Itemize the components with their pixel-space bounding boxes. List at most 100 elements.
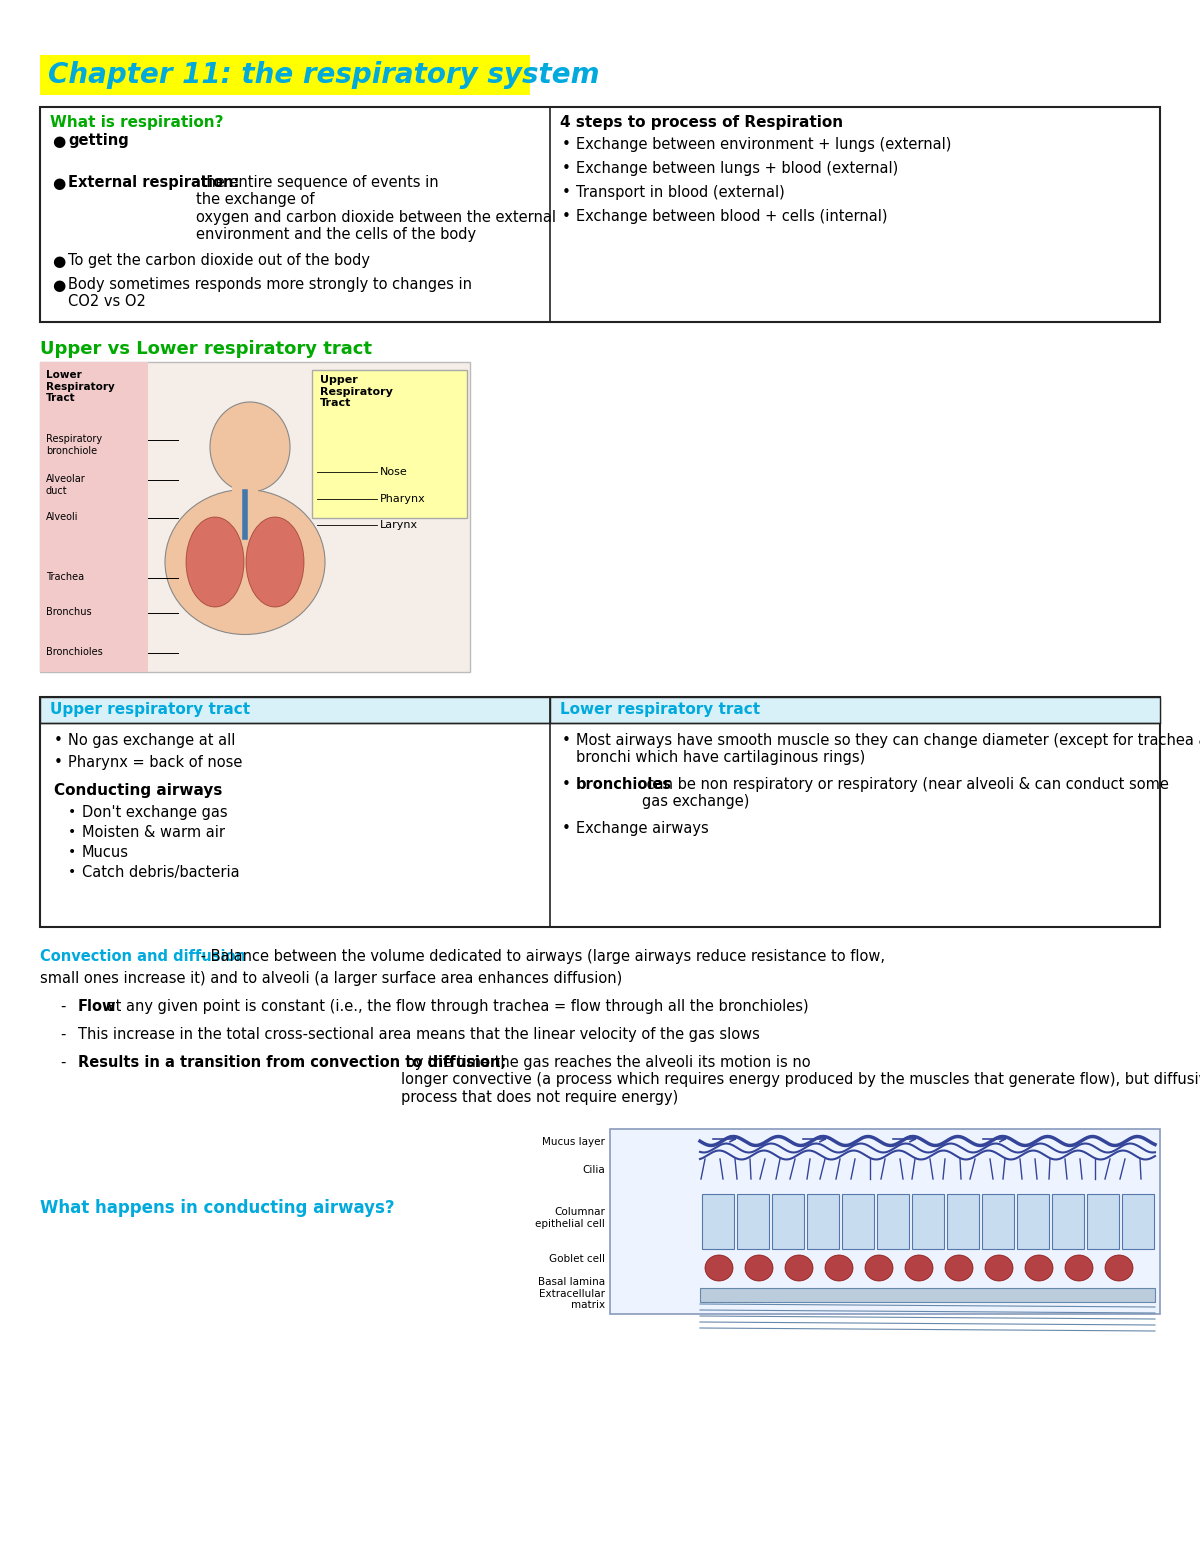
- Text: Convection and diffusion: Convection and diffusion: [40, 949, 246, 964]
- Text: •: •: [68, 804, 77, 818]
- Bar: [700, 1287, 1154, 1301]
- Bar: [40, 362, 148, 672]
- Text: •: •: [562, 185, 570, 200]
- Bar: [610, 1129, 1160, 1314]
- Text: Exchange between lungs + blood (external): Exchange between lungs + blood (external…: [576, 162, 898, 175]
- Text: Body sometimes responds more strongly to changes in
CO2 vs O2: Body sometimes responds more strongly to…: [68, 276, 472, 309]
- Text: Exchange between environment + lungs (external): Exchange between environment + lungs (ex…: [576, 137, 950, 152]
- Text: small ones increase it) and to alveoli (a larger surface area enhances diffusion: small ones increase it) and to alveoli (…: [40, 971, 623, 986]
- Ellipse shape: [186, 517, 244, 607]
- Text: •: •: [68, 865, 77, 879]
- Text: -: -: [60, 999, 65, 1014]
- Text: Results in a transition from convection to diffusion;: Results in a transition from convection …: [78, 1054, 506, 1070]
- Text: getting: getting: [68, 134, 128, 148]
- Text: •: •: [54, 755, 62, 770]
- Bar: [40, 54, 530, 95]
- Text: External respiration:: External respiration:: [68, 175, 239, 189]
- Text: Moisten & warm air: Moisten & warm air: [82, 825, 226, 840]
- Bar: [40, 697, 1160, 927]
- Bar: [912, 1194, 944, 1249]
- Ellipse shape: [745, 1255, 773, 1281]
- Bar: [808, 1194, 839, 1249]
- Text: Pharynx: Pharynx: [380, 494, 426, 505]
- Text: bronchioles: bronchioles: [576, 776, 672, 792]
- Text: Basal lamina
Extracellular
matrix: Basal lamina Extracellular matrix: [538, 1277, 605, 1311]
- Text: •: •: [68, 825, 77, 839]
- Text: Nose: Nose: [380, 467, 408, 477]
- Text: Upper respiratory tract: Upper respiratory tract: [50, 702, 250, 717]
- Bar: [982, 1194, 1014, 1249]
- Ellipse shape: [1066, 1255, 1093, 1281]
- Text: Respiratory
bronchiole: Respiratory bronchiole: [46, 433, 102, 455]
- Text: This increase in the total cross-sectional area means that the linear velocity o: This increase in the total cross-section…: [78, 1027, 760, 1042]
- Bar: [1052, 1194, 1084, 1249]
- Text: •: •: [562, 733, 570, 749]
- Bar: [702, 1194, 734, 1249]
- Text: Columnar
epithelial cell: Columnar epithelial cell: [535, 1207, 605, 1228]
- Text: Trachea: Trachea: [46, 572, 84, 582]
- Text: 4 steps to process of Respiration: 4 steps to process of Respiration: [559, 115, 842, 130]
- Ellipse shape: [905, 1255, 934, 1281]
- Text: Chapter 11: the respiratory system: Chapter 11: the respiratory system: [48, 61, 600, 89]
- Text: Catch debris/bacteria: Catch debris/bacteria: [82, 865, 240, 881]
- Bar: [772, 1194, 804, 1249]
- Ellipse shape: [785, 1255, 814, 1281]
- Bar: [1087, 1194, 1120, 1249]
- Text: Conducting airways: Conducting airways: [54, 783, 222, 798]
- Ellipse shape: [985, 1255, 1013, 1281]
- Bar: [947, 1194, 979, 1249]
- Text: by the time the gas reaches the alveoli its motion is no
longer convective (a pr: by the time the gas reaches the alveoli …: [401, 1054, 1200, 1104]
- Text: Alveolar
duct: Alveolar duct: [46, 474, 85, 495]
- Text: •: •: [562, 776, 570, 792]
- Ellipse shape: [706, 1255, 733, 1281]
- Bar: [40, 362, 470, 672]
- Text: •: •: [562, 822, 570, 836]
- Text: Most airways have smooth muscle so they can change diameter (except for trachea : Most airways have smooth muscle so they …: [576, 733, 1200, 766]
- Text: Mucus layer: Mucus layer: [542, 1137, 605, 1148]
- Ellipse shape: [946, 1255, 973, 1281]
- Bar: [550, 697, 1160, 724]
- Text: Mucus: Mucus: [82, 845, 130, 860]
- Text: Lower respiratory tract: Lower respiratory tract: [559, 702, 760, 717]
- Ellipse shape: [1105, 1255, 1133, 1281]
- Ellipse shape: [865, 1255, 893, 1281]
- Text: •: •: [562, 137, 570, 152]
- Text: can be non respiratory or respiratory (near alveoli & can conduct some
gas excha: can be non respiratory or respiratory (n…: [642, 776, 1169, 809]
- Text: To get the carbon dioxide out of the body: To get the carbon dioxide out of the bod…: [68, 253, 370, 269]
- Bar: [40, 697, 550, 724]
- Bar: [40, 107, 1160, 321]
- Text: ●: ●: [52, 175, 65, 191]
- Text: at any given point is constant (i.e., the flow through trachea = flow through al: at any given point is constant (i.e., th…: [102, 999, 809, 1014]
- Text: Transport in blood (external): Transport in blood (external): [576, 185, 785, 200]
- Bar: [877, 1194, 910, 1249]
- Text: ●: ●: [52, 255, 65, 269]
- Text: What happens in conducting airways?: What happens in conducting airways?: [40, 1199, 395, 1218]
- Bar: [1122, 1194, 1154, 1249]
- Text: •: •: [562, 210, 570, 224]
- Text: What is respiration?: What is respiration?: [50, 115, 223, 130]
- Ellipse shape: [210, 402, 290, 492]
- Text: -: -: [60, 1027, 65, 1042]
- Text: Upper
Respiratory
Tract: Upper Respiratory Tract: [320, 374, 392, 408]
- Bar: [1018, 1194, 1049, 1249]
- Text: Don't exchange gas: Don't exchange gas: [82, 804, 228, 820]
- Text: the entire sequence of events in
the exchange of
oxygen and carbon dioxide betwe: the entire sequence of events in the exc…: [196, 175, 556, 242]
- Bar: [312, 370, 467, 519]
- Text: Cilia: Cilia: [582, 1165, 605, 1176]
- Bar: [737, 1194, 769, 1249]
- Text: Exchange between blood + cells (internal): Exchange between blood + cells (internal…: [576, 210, 887, 224]
- Ellipse shape: [166, 489, 325, 635]
- Ellipse shape: [246, 517, 304, 607]
- Text: Exchange airways: Exchange airways: [576, 822, 708, 836]
- Text: Bronchioles: Bronchioles: [46, 648, 103, 657]
- Text: Upper vs Lower respiratory tract: Upper vs Lower respiratory tract: [40, 340, 372, 359]
- Text: Bronchus: Bronchus: [46, 607, 91, 617]
- Text: Pharynx = back of nose: Pharynx = back of nose: [68, 755, 242, 770]
- Text: Larynx: Larynx: [380, 520, 418, 530]
- Text: ●: ●: [52, 134, 65, 149]
- Text: ●: ●: [52, 278, 65, 294]
- Text: •: •: [68, 845, 77, 859]
- Text: Goblet cell: Goblet cell: [550, 1253, 605, 1264]
- Text: Flow: Flow: [78, 999, 116, 1014]
- Text: •: •: [54, 733, 62, 749]
